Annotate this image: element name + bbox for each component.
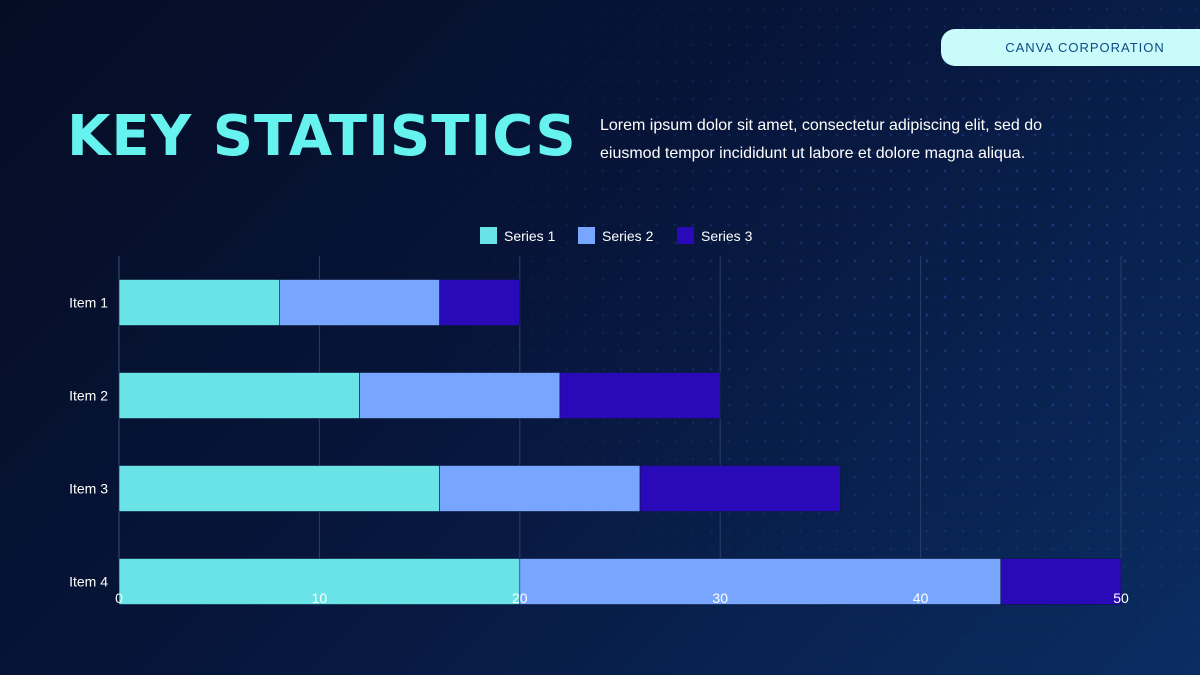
bar-0-2 [439,279,521,326]
x-tick-label: 30 [712,590,728,606]
legend-swatch [480,227,497,244]
bar-1-1 [359,372,561,419]
bar-3-2 [1000,558,1122,605]
legend-label: Series 3 [701,228,753,244]
x-tick-label: 0 [115,590,123,606]
description-text: Lorem ipsum dolor sit amet, consectetur … [600,117,1042,162]
bar-0-1 [279,279,440,326]
bar-2-1 [439,465,641,512]
bars [118,279,1122,605]
page-title: KEY STATISTICS [67,104,577,169]
bar-2-2 [639,465,841,512]
chart-legend: Series 1 Series 2 Series 3 [480,227,753,244]
x-axis-ticks: 0 10 20 30 40 50 [115,590,1129,606]
legend-label: Series 1 [504,228,556,244]
brand-pill [941,29,1200,66]
category-label: Item 2 [69,388,108,404]
legend-swatch [677,227,694,244]
x-tick-label: 40 [913,590,929,606]
bar-1-2 [559,372,721,419]
category-label: Item 4 [69,574,108,590]
bar-0-0 [118,279,280,326]
x-tick-label: 20 [512,590,528,606]
x-tick-label: 50 [1113,590,1129,606]
legend-swatch [578,227,595,244]
bar-2-0 [118,465,440,512]
x-tick-label: 10 [312,590,328,606]
category-label: Item 1 [69,295,108,311]
bar-3-1 [519,558,1002,605]
y-axis-labels: Item 1 Item 2 Item 3 Item 4 [69,295,108,590]
category-label: Item 3 [69,481,108,497]
legend-label: Series 2 [602,228,654,244]
brand-label: CANVA CORPORATION [1005,40,1165,55]
bar-1-0 [118,372,360,419]
